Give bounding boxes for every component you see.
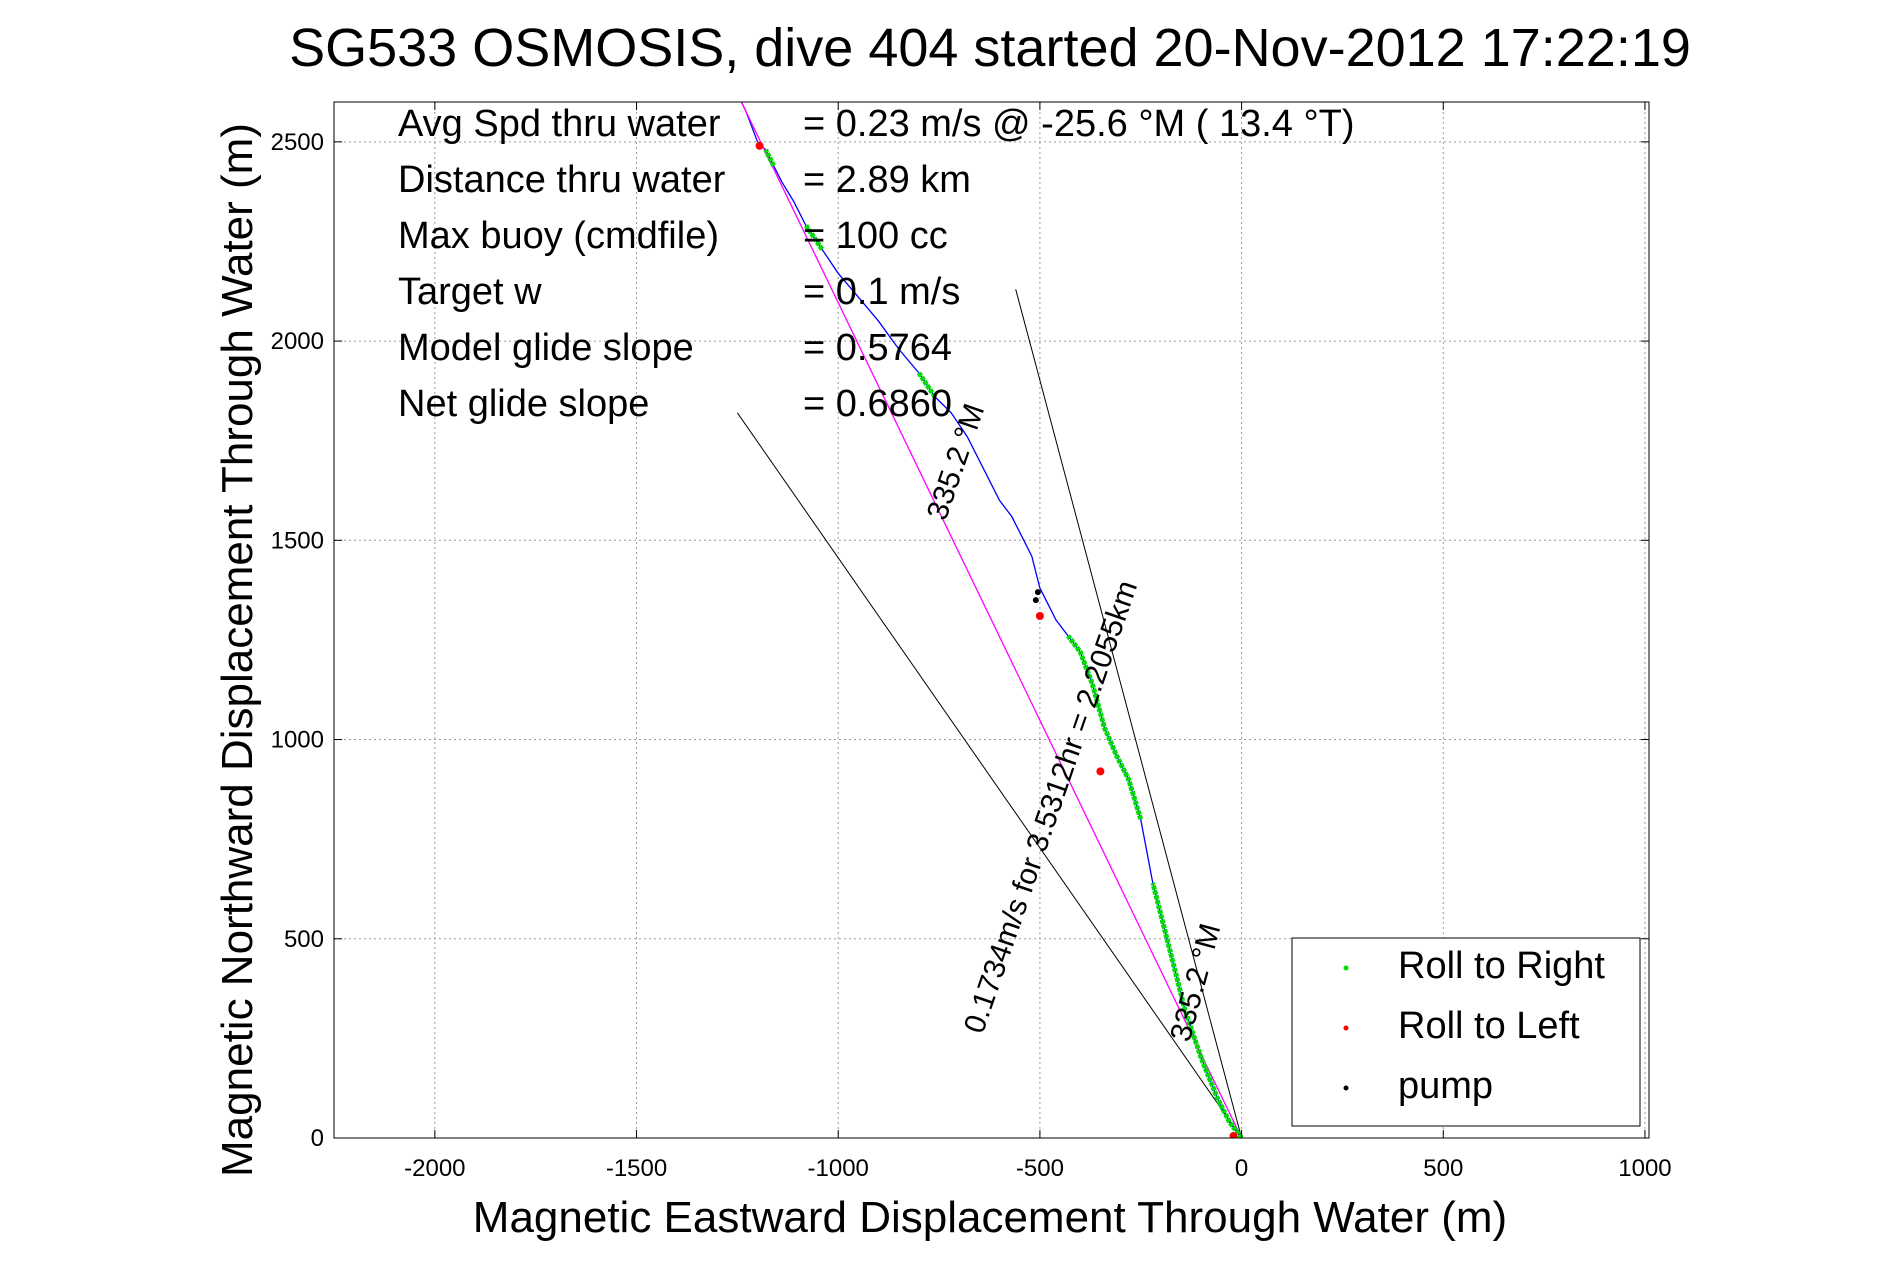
axis-ticks: -2000 -1500 -1000 -500 0 500 1000 0 500 1000 1500 2… xyxy=(271,102,1672,1182)
roll-right-segment xyxy=(763,148,776,167)
stat-label: Net glide slope xyxy=(398,383,649,425)
series-lines xyxy=(740,102,1244,1138)
legend-label: Roll to Right xyxy=(1398,945,1605,987)
legend-marker xyxy=(1343,1025,1349,1031)
legend-box xyxy=(1291,937,1641,1127)
y-tick-label: 0 xyxy=(311,1125,324,1152)
pump-point xyxy=(1034,589,1041,596)
y-tick-label: 1500 xyxy=(271,527,324,554)
stat-label: Model glide slope xyxy=(398,327,694,369)
stat-value: = 0.1 m/s xyxy=(803,271,960,313)
y-tick-label: 500 xyxy=(284,926,324,953)
reference-line xyxy=(736,412,1243,1138)
stat-value: = 100 cc xyxy=(803,215,948,257)
reference-line xyxy=(1015,289,1243,1138)
x-tick-label: 500 xyxy=(1423,1155,1463,1182)
x-tick-label: -1500 xyxy=(606,1155,667,1182)
y-axis-label: Magnetic Northward Displacement Through … xyxy=(213,123,262,1177)
x-axis-label: Magnetic Eastward Displacement Through W… xyxy=(473,1193,1507,1242)
x-tick-label: -1000 xyxy=(808,1155,869,1182)
legend-marker xyxy=(1343,1085,1349,1091)
y-tick-label: 1000 xyxy=(271,727,324,754)
stat-value: = 2.89 km xyxy=(803,159,971,201)
roll-left-point xyxy=(1035,612,1044,621)
x-tick-label: -2000 xyxy=(404,1155,465,1182)
roll-left-point xyxy=(755,141,764,150)
stat-value: = 0.6860 xyxy=(803,383,952,425)
roll-right-segment xyxy=(1066,634,1144,820)
legend-label: pump xyxy=(1398,1065,1493,1107)
legend-marker xyxy=(1343,965,1349,971)
plot-frame xyxy=(333,101,1650,1139)
series-markers xyxy=(755,141,1238,1138)
pump-point xyxy=(1032,597,1039,604)
roll-left-point xyxy=(1096,767,1105,776)
stats-block: Avg Spd thru water = 0.23 m/s @ -25.6 °M … xyxy=(398,103,1355,425)
series-line xyxy=(740,102,1243,1138)
x-tick-label: 0 xyxy=(1235,1155,1248,1182)
x-tick-label: -500 xyxy=(1016,1155,1064,1182)
stat-label: Avg Spd thru water xyxy=(398,103,721,145)
stat-value: = 0.5764 xyxy=(803,327,952,369)
roll-right-segment xyxy=(1150,882,1244,1138)
legend-label: Roll to Left xyxy=(1398,1005,1580,1047)
stat-label: Target w xyxy=(398,271,542,313)
legend: Roll to Right Roll to Left pump xyxy=(1291,937,1641,1127)
stat-value: = 0.23 m/s @ -25.6 °M ( 13.4 °T) xyxy=(803,103,1355,145)
chart-title: SG533 OSMOSIS, dive 404 started 20-Nov-2… xyxy=(289,18,1691,78)
stat-label: Max buoy (cmdfile) xyxy=(398,215,719,257)
reference-lines xyxy=(736,289,1243,1138)
stat-label: Distance thru water xyxy=(398,159,726,201)
y-tick-label: 2000 xyxy=(271,328,324,355)
x-tick-label: 1000 xyxy=(1618,1155,1671,1182)
y-tick-label: 2500 xyxy=(271,129,324,156)
series-line xyxy=(740,102,1243,1138)
roll-left-point xyxy=(1229,1132,1238,1138)
